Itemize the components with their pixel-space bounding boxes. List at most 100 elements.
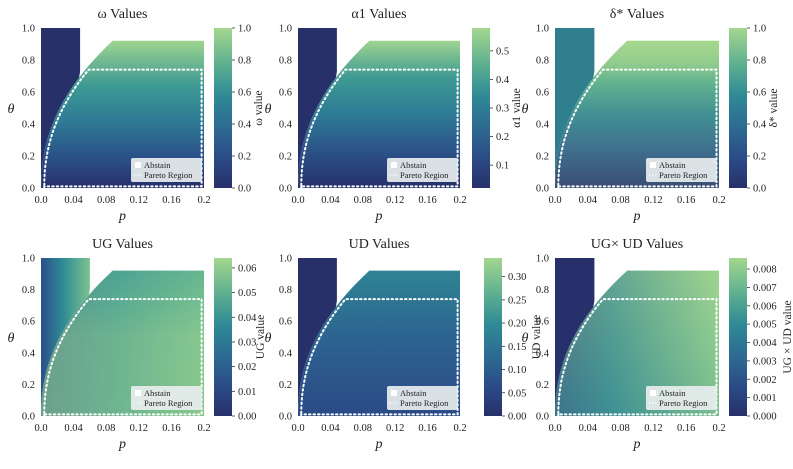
y-axis-label: θ — [265, 331, 272, 346]
legend-pareto-label: Pareto Region — [400, 170, 449, 180]
colorbar-tick-label: 0.004 — [753, 338, 777, 349]
panel-4: 0.0 0.04 0.08 0.12 0.16 0.2 0.0 0.2 0.4 0.6 0.8 1.0… — [8, 237, 267, 452]
y-tick-label: 0.8 — [536, 56, 549, 67]
y-axis-label: θ — [8, 331, 15, 346]
colorbar-tick-label: 0.25 — [508, 295, 526, 306]
abstain-region — [298, 28, 337, 188]
x-tick-label: 0.2 — [712, 195, 725, 206]
colorbar — [729, 258, 747, 416]
x-tick-label: 0.16 — [418, 195, 436, 206]
panel-3: 0.0 0.04 0.08 0.12 0.16 0.2 0.0 0.2 0.4 0.6 0.8 1.0… — [522, 7, 780, 224]
colorbar-tick-label: 0.8 — [238, 56, 251, 67]
legend-abstain-swatch — [391, 390, 397, 396]
x-tick-label: 0.16 — [162, 195, 180, 206]
colorbar-tick-label: 1.0 — [238, 24, 251, 35]
y-tick-label: 0.4 — [22, 120, 36, 131]
legend-abstain-label: Abstain — [400, 388, 427, 398]
legend-abstain-swatch — [135, 390, 141, 396]
y-axis-label: θ — [522, 331, 529, 346]
chart-title: UD Values — [349, 237, 410, 252]
pareto-boundary — [557, 298, 718, 416]
y-tick-label: 0.4 — [279, 348, 293, 359]
y-tick-label: 0.2 — [279, 152, 292, 163]
y-axis-label: θ — [265, 102, 272, 117]
legend-box — [387, 158, 458, 182]
colorbar-tick-label: 0.2 — [753, 152, 766, 163]
y-tick-label: 0.2 — [536, 380, 549, 391]
panel-2: 0.0 0.04 0.08 0.12 0.16 0.2 0.0 0.2 0.4 0.6 0.8 1.0… — [265, 7, 523, 224]
colorbar-tick-label: 0.002 — [753, 375, 777, 386]
colorbar-tick-label: 0.001 — [753, 393, 777, 404]
chart-title: α1 Values — [351, 7, 406, 22]
colorbar-tick-label: 0.20 — [508, 319, 526, 330]
y-tick-label: 0.0 — [22, 184, 35, 195]
legend-abstain-label: Abstain — [144, 160, 171, 170]
x-tick-label: 0.08 — [97, 195, 115, 206]
x-tick-label: 0.12 — [386, 423, 404, 434]
y-tick-label: 0.6 — [536, 88, 549, 99]
x-axis-label: p — [118, 437, 126, 452]
y-tick-label: 0.8 — [22, 285, 35, 296]
colorbar — [729, 28, 747, 188]
colorbar-tick-label: 1.0 — [753, 24, 766, 35]
y-tick-label: 1.0 — [22, 24, 35, 35]
y-axis-label: θ — [522, 102, 529, 117]
abstain-region — [41, 28, 81, 188]
y-tick-label: 0.0 — [279, 412, 292, 423]
legend-abstain-swatch — [135, 162, 141, 168]
y-tick-label: 0.4 — [536, 348, 550, 359]
x-tick-label: 0.16 — [677, 423, 695, 434]
legend-pareto-label: Pareto Region — [144, 170, 193, 180]
legend-abstain-label: Abstain — [659, 160, 686, 170]
colorbar-tick-label: 0.4 — [753, 120, 767, 131]
colorbar-tick-label: 0.003 — [753, 356, 777, 367]
abstain-region — [555, 28, 595, 188]
pareto-boundary — [43, 68, 203, 188]
x-tick-label: 0.08 — [354, 195, 372, 206]
heatmap-region — [298, 40, 460, 188]
x-axis-label: p — [375, 437, 383, 452]
abstain-region — [298, 258, 337, 416]
colorbar-tick-label: 0.000 — [753, 412, 777, 423]
colorbar-tick-label: 0.5 — [496, 46, 509, 57]
y-tick-label: 1.0 — [536, 254, 549, 265]
x-tick-label: 0.08 — [611, 195, 629, 206]
chart-title: δ* Values — [610, 7, 664, 22]
x-tick-label: 0.08 — [611, 423, 629, 434]
x-tick-label: 0.12 — [130, 195, 148, 206]
colorbar-tick-label: 0.6 — [753, 88, 766, 99]
x-axis-label: p — [633, 437, 641, 452]
x-tick-label: 0.0 — [291, 195, 304, 206]
x-tick-label: 0.16 — [162, 423, 180, 434]
colorbar-label: UG value — [255, 315, 267, 359]
y-tick-label: 0.0 — [22, 412, 35, 423]
colorbar — [214, 258, 232, 416]
y-tick-label: 0.6 — [279, 88, 292, 99]
y-tick-label: 0.8 — [536, 285, 549, 296]
y-tick-label: 0.2 — [536, 152, 549, 163]
colorbar-tick-label: 0.005 — [753, 320, 777, 331]
x-tick-label: 0.2 — [712, 423, 725, 434]
x-tick-label: 0.12 — [644, 423, 662, 434]
abstain-region — [555, 258, 595, 416]
colorbar-tick-label: 0.007 — [753, 283, 777, 294]
x-tick-label: 0.08 — [97, 423, 115, 434]
x-tick-label: 0.12 — [644, 195, 662, 206]
y-tick-label: 0.8 — [279, 56, 292, 67]
colorbar-tick-label: 0.01 — [238, 387, 256, 398]
x-axis-label: p — [118, 209, 126, 224]
legend-pareto-label: Pareto Region — [400, 398, 449, 408]
x-tick-label: 0.04 — [64, 423, 83, 434]
y-tick-label: 0.0 — [536, 184, 549, 195]
x-axis-label: p — [633, 209, 641, 224]
legend-abstain-label: Abstain — [144, 388, 171, 398]
colorbar-tick-label: 0.006 — [753, 301, 777, 312]
colorbar-tick-label: 0.2 — [238, 152, 251, 163]
chart-title: UG× UD Values — [591, 237, 683, 252]
colorbar-tick-label: 0.06 — [238, 263, 256, 274]
y-tick-label: 0.0 — [279, 184, 292, 195]
x-tick-label: 0.2 — [197, 195, 210, 206]
colorbar-tick-label: 0.05 — [508, 388, 526, 399]
colorbar-tick-label: 0.8 — [753, 56, 766, 67]
